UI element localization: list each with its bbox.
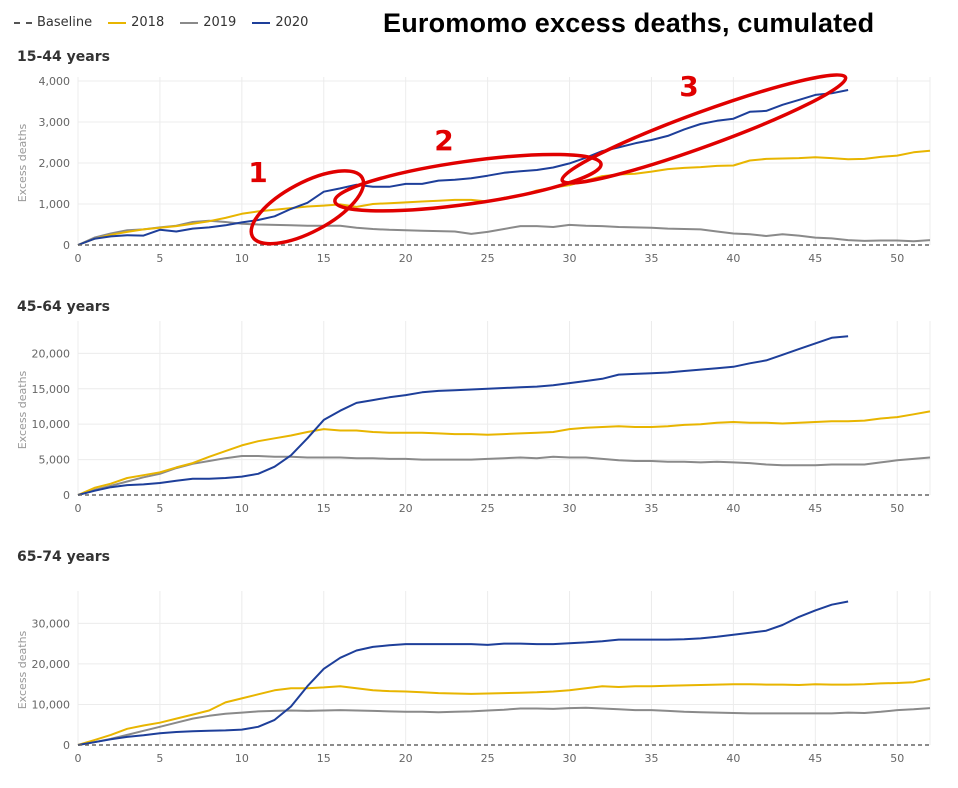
legend-swatch-2018 xyxy=(108,21,127,24)
series-line-2019 xyxy=(77,455,931,496)
series-line-2020 xyxy=(77,335,849,496)
y-axis-title: Excess deaths xyxy=(16,370,29,449)
y-tick-label: 30,000 xyxy=(32,617,71,630)
annotation-ellipse-1 xyxy=(249,169,366,246)
y-axis-title: Excess deaths xyxy=(16,123,29,202)
legend-label-2020: 2020 xyxy=(275,15,309,30)
legend-swatch-baseline xyxy=(14,21,32,24)
series-line-2018 xyxy=(77,410,931,496)
x-tick-label: 40 xyxy=(726,752,740,765)
annotation-label-1: 1 xyxy=(248,156,267,189)
legend-swatch-2020 xyxy=(252,21,271,24)
x-tick-label: 30 xyxy=(563,502,577,515)
x-tick-label: 50 xyxy=(890,252,904,265)
y-tick-label: 0 xyxy=(63,239,70,252)
x-tick-label: 50 xyxy=(890,502,904,515)
chart-panel-2: 65-74 years 0 10,000 20,000 30,000 0 5 10 15 20 25… xyxy=(16,549,931,765)
chart-panel-0: 15-44 years 0 1,000 2,000 3,000 4,000 0 5 10 15 20… xyxy=(16,49,931,265)
y-tick-label: 10,000 xyxy=(32,698,71,711)
x-tick-label: 20 xyxy=(399,502,413,515)
y-tick-label: 1,000 xyxy=(39,198,71,211)
y-tick-label: 5,000 xyxy=(39,454,71,467)
x-tick-label: 0 xyxy=(75,502,82,515)
x-tick-label: 10 xyxy=(235,502,249,515)
x-tick-label: 15 xyxy=(317,752,331,765)
panel-title: 45-64 years xyxy=(17,299,110,315)
x-tick-label: 45 xyxy=(808,752,822,765)
x-tick-label: 35 xyxy=(644,752,658,765)
annotation-label-2: 2 xyxy=(434,124,453,157)
legend-item-baseline[interactable]: Baseline xyxy=(14,15,92,30)
x-tick-label: 30 xyxy=(563,252,577,265)
y-tick-label: 10,000 xyxy=(32,418,71,431)
x-tick-label: 10 xyxy=(235,752,249,765)
x-tick-label: 15 xyxy=(317,502,331,515)
main-title: Euromomo excess deaths, cumulated xyxy=(383,8,875,38)
x-tick-label: 20 xyxy=(399,252,413,265)
x-tick-label: 35 xyxy=(644,252,658,265)
series-line-2020 xyxy=(77,600,849,746)
legend: Baseline 2018 2019 2020 xyxy=(14,15,308,30)
x-tick-label: 40 xyxy=(726,252,740,265)
x-tick-label: 40 xyxy=(726,502,740,515)
y-tick-label: 15,000 xyxy=(32,383,71,396)
y-axis-title: Excess deaths xyxy=(16,630,29,709)
x-tick-label: 5 xyxy=(156,502,163,515)
panel-title: 65-74 years xyxy=(17,549,110,565)
legend-swatch-2019 xyxy=(180,21,199,24)
y-tick-label: 2,000 xyxy=(39,157,71,170)
legend-item-2018[interactable]: 2018 xyxy=(108,15,164,30)
x-tick-label: 30 xyxy=(563,752,577,765)
y-tick-label: 0 xyxy=(63,739,70,752)
legend-label-baseline: Baseline xyxy=(37,15,93,30)
series-line-2020 xyxy=(77,89,849,246)
legend-label-2018: 2018 xyxy=(131,15,165,30)
x-tick-label: 10 xyxy=(235,252,249,265)
y-tick-label: 20,000 xyxy=(32,347,71,360)
y-tick-label: 0 xyxy=(63,489,70,502)
x-tick-label: 5 xyxy=(156,252,163,265)
x-tick-label: 45 xyxy=(808,502,822,515)
legend-label-2019: 2019 xyxy=(203,15,237,30)
legend-item-2020[interactable]: 2020 xyxy=(252,15,308,30)
x-tick-label: 5 xyxy=(156,752,163,765)
x-tick-label: 25 xyxy=(481,252,495,265)
x-tick-label: 25 xyxy=(481,752,495,765)
x-tick-label: 35 xyxy=(644,502,658,515)
annotation-label-3: 3 xyxy=(679,70,698,103)
y-tick-label: 20,000 xyxy=(32,658,71,671)
series-line-2019 xyxy=(77,219,931,246)
y-tick-label: 4,000 xyxy=(39,75,71,88)
x-tick-label: 45 xyxy=(808,252,822,265)
x-tick-label: 25 xyxy=(481,502,495,515)
series-line-2018 xyxy=(77,677,931,746)
y-tick-label: 3,000 xyxy=(39,116,71,129)
annotation-ellipse-3 xyxy=(560,73,848,185)
chart-panel-1: 45-64 years 0 5,000 10,000 15,000 20,000 0 5 10 1… xyxy=(16,299,931,515)
x-tick-label: 20 xyxy=(399,752,413,765)
annotation-ellipse-2 xyxy=(333,152,603,213)
x-tick-label: 0 xyxy=(75,752,82,765)
x-tick-label: 0 xyxy=(75,252,82,265)
series-line-2019 xyxy=(77,706,931,746)
legend-item-2019[interactable]: 2019 xyxy=(180,15,236,30)
panel-title: 15-44 years xyxy=(17,49,110,65)
x-tick-label: 50 xyxy=(890,752,904,765)
x-tick-label: 15 xyxy=(317,252,331,265)
